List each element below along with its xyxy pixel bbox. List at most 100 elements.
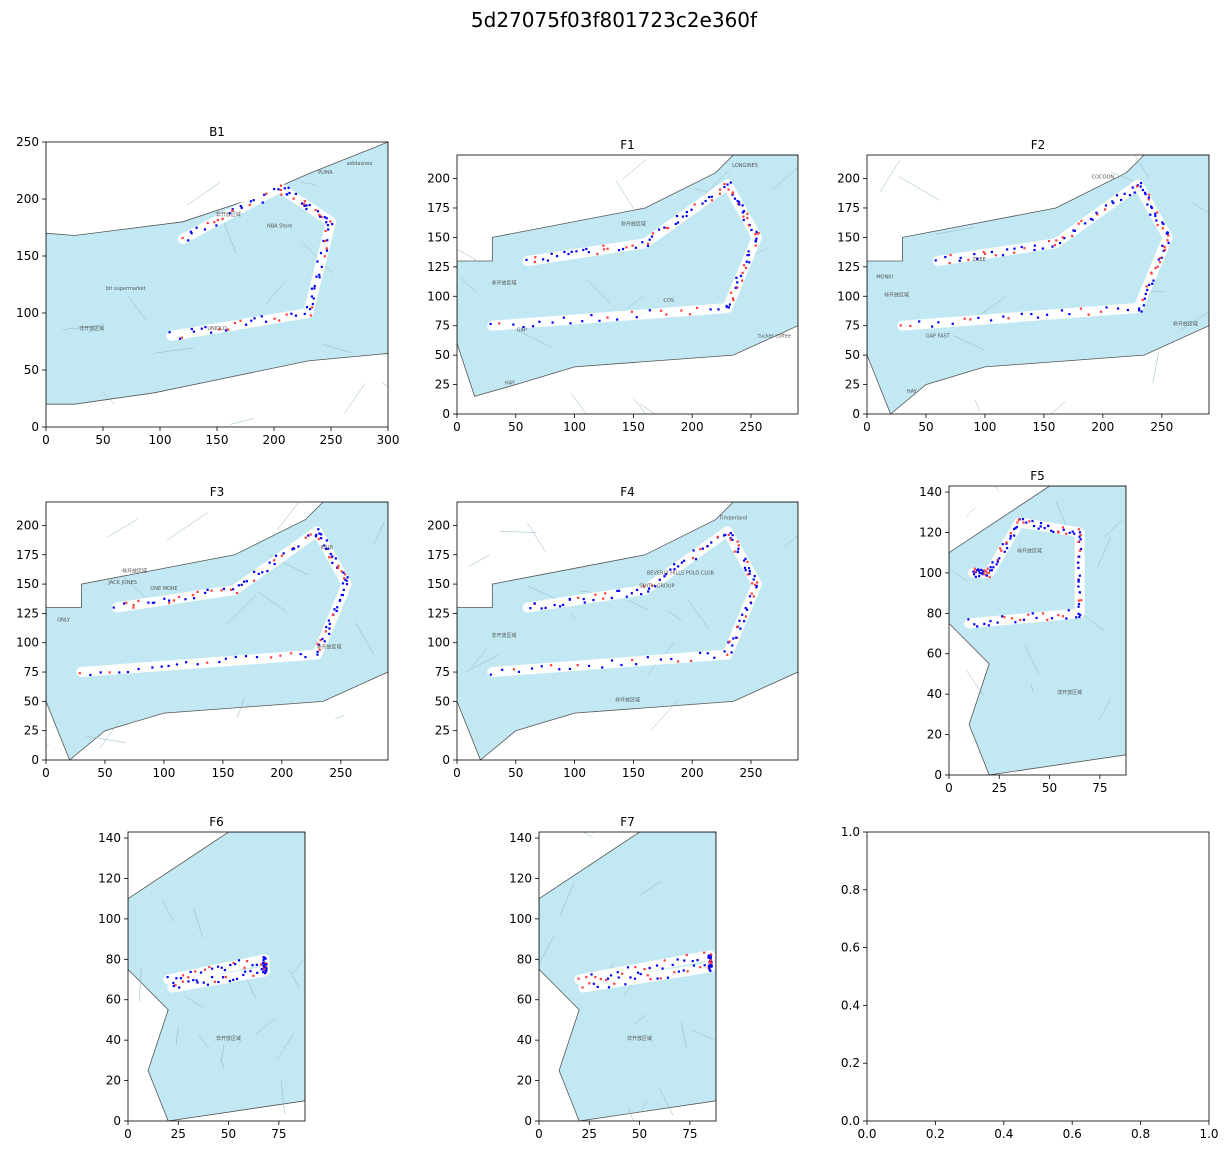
wifi-point — [1091, 218, 1094, 221]
wifi-point — [179, 977, 182, 980]
wifi-point — [1001, 254, 1005, 257]
panels-group: bit supermarket UNIQLO NBA Store adidasneo P… — [16, 125, 1218, 1141]
wifi-point — [1144, 193, 1147, 196]
waypoint — [302, 202, 306, 206]
wifi-point — [1033, 248, 1036, 252]
wifi-point — [325, 625, 328, 629]
shop-boundary — [373, 521, 385, 544]
wifi-point — [245, 323, 248, 326]
wifi-point — [525, 258, 528, 261]
waypoint — [233, 321, 237, 325]
waypoint — [213, 980, 216, 983]
x-tick-label: 100 — [973, 420, 996, 434]
wifi-point — [1077, 612, 1080, 615]
x-tick-label: 250 — [320, 433, 343, 447]
wifi-point — [731, 193, 734, 196]
wifi-point — [1089, 217, 1093, 221]
wifi-point — [178, 337, 182, 340]
wifi-point — [675, 214, 679, 218]
wifi-point — [648, 966, 651, 970]
wifi-point — [1079, 613, 1082, 616]
wifi-point — [540, 607, 543, 610]
waypoint — [1079, 307, 1083, 310]
waypoint — [709, 959, 713, 962]
y-tick-label: 175 — [427, 201, 450, 215]
wifi-point — [992, 566, 995, 569]
wifi-point — [273, 562, 276, 566]
waypoint — [1000, 549, 1003, 552]
wifi-point — [316, 260, 319, 263]
waypoint — [718, 188, 722, 191]
floor-outline-f4 — [457, 502, 798, 760]
y-tick-label: 100 — [837, 289, 860, 303]
waypoint — [1096, 213, 1099, 216]
x-tick-label: 0 — [124, 1127, 132, 1141]
waypoint — [695, 306, 699, 309]
waypoint — [746, 573, 749, 576]
wifi-point — [708, 955, 711, 958]
wifi-point — [708, 196, 711, 199]
wifi-point — [263, 963, 267, 966]
wifi-point — [635, 663, 638, 666]
waypoint — [132, 606, 135, 609]
wifi-point — [195, 226, 198, 229]
wifi-point — [1133, 191, 1136, 194]
wifi-point — [745, 608, 749, 611]
wifi-point — [292, 547, 296, 550]
waypoint — [1079, 533, 1082, 537]
panel-title-f5: F5 — [1030, 469, 1045, 483]
shop-boundary — [583, 832, 594, 838]
y-tick-label: 50 — [435, 694, 450, 708]
waypoint — [208, 966, 211, 969]
wifi-point — [606, 977, 610, 980]
waypoint — [606, 316, 609, 319]
wifi-point — [596, 985, 599, 989]
shop-label: BEVERLY HILLS POLO CLUB — [647, 571, 715, 577]
waypoint — [988, 576, 991, 579]
waypoint — [206, 221, 209, 225]
shop-boundary — [236, 698, 245, 718]
wifi-point — [685, 210, 688, 214]
waypoint — [498, 322, 501, 325]
wifi-point — [1001, 615, 1004, 618]
wifi-point — [320, 265, 323, 268]
shop-boundary — [292, 957, 305, 974]
waypoint — [735, 625, 739, 629]
shop-label: 非开放区域 — [1017, 548, 1042, 555]
wifi-point — [234, 655, 237, 659]
wifi-point — [967, 618, 970, 621]
wifi-point — [748, 261, 751, 264]
waypoint — [728, 640, 731, 643]
wifi-point — [126, 670, 130, 674]
wifi-point — [658, 578, 661, 581]
y-tick-label: 25 — [435, 378, 450, 392]
wifi-point — [710, 965, 713, 968]
wifi-point — [934, 259, 937, 262]
waypoint — [585, 975, 588, 979]
y-tick-label: 75 — [435, 319, 450, 333]
wifi-point — [291, 548, 294, 551]
wifi-point — [569, 322, 572, 325]
wifi-point — [1078, 615, 1081, 619]
wifi-point — [1062, 528, 1065, 531]
waypoint — [630, 310, 634, 313]
wifi-point — [1105, 306, 1108, 309]
shop-label: 非开放区域 — [621, 221, 646, 228]
wifi-point — [731, 538, 734, 541]
waypoint — [747, 224, 750, 227]
y-tick-label: 175 — [837, 201, 860, 215]
wifi-point — [701, 547, 704, 550]
shop-boundary — [355, 622, 374, 655]
wifi-point — [978, 571, 981, 575]
wifi-point — [706, 652, 709, 655]
wifi-point — [976, 625, 979, 628]
waypoint — [1027, 613, 1030, 616]
wifi-point — [220, 966, 223, 969]
wifi-point — [617, 249, 621, 252]
waypoint — [736, 286, 739, 289]
waypoint — [1065, 532, 1068, 535]
y-tick-label: 100 — [427, 636, 450, 650]
wifi-point — [257, 572, 260, 575]
waypoint — [1087, 313, 1090, 316]
wifi-point — [260, 315, 263, 318]
